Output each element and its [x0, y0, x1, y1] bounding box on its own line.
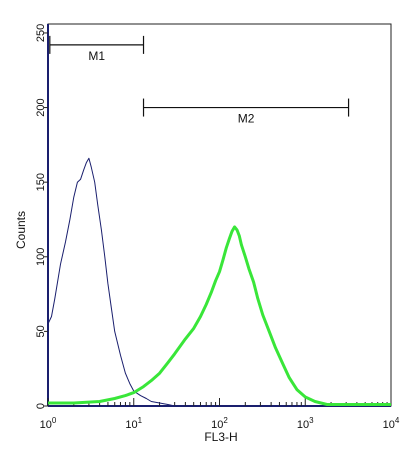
marker-layer: M1 M2	[49, 35, 350, 126]
x-tick-label: 102	[211, 416, 228, 431]
y-tick-label: 100	[35, 248, 47, 266]
x-tick-label: 100	[40, 416, 57, 431]
labels-layer: FL3-H Counts 0 50 100 150 200 250 100 101 102 103…	[14, 24, 400, 444]
x-axis-label: FL3-H	[204, 430, 237, 444]
histogram-series-1	[47, 157, 186, 407]
y-tick-label: 0	[35, 403, 47, 409]
histogram-series-2	[48, 225, 391, 406]
y-tick-label: 50	[35, 325, 47, 337]
y-axis-label: Counts	[14, 211, 28, 249]
x-tick-label: 103	[297, 416, 314, 431]
marker-label: M2	[238, 112, 255, 126]
series-layer	[47, 157, 391, 407]
x-tick-label: 101	[125, 416, 142, 431]
marker-label: M1	[88, 49, 105, 63]
y-tick-label: 200	[35, 98, 47, 116]
axes-layer	[44, 23, 392, 407]
y-tick-label: 150	[35, 173, 47, 191]
x-tick-label: 104	[383, 416, 400, 431]
y-tick-label: 250	[35, 24, 47, 42]
